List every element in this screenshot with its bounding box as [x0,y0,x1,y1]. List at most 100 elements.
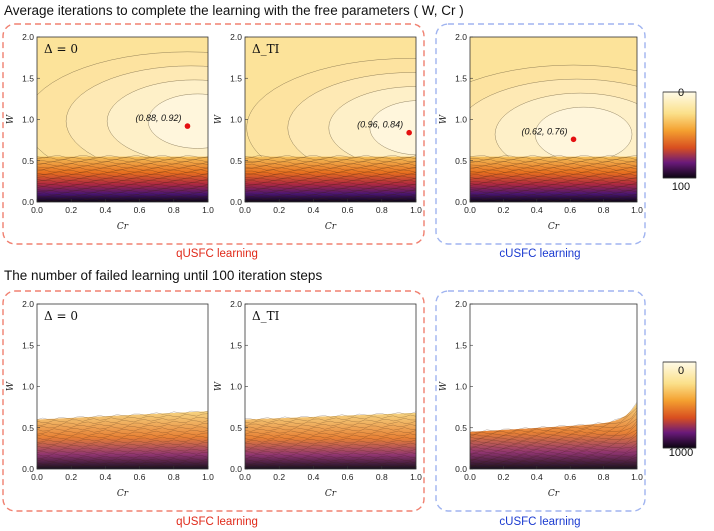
optimum-marker [406,129,412,136]
contour-line [470,169,637,173]
y-tick-label: 1.5 [22,73,34,83]
plot-area [37,37,208,202]
y-tick-label: 0.0 [22,464,34,474]
x-tick-label: 0.0 [31,205,43,215]
y-tick-label: 0.0 [22,197,34,207]
x-axis-label: Cr [548,489,560,499]
colorbar-top-gradient [662,91,697,179]
c-group-label-bottom: cUSFC learning [499,516,580,528]
colorbar-top: 0 100 [662,87,697,193]
x-tick-label: 1.0 [410,472,422,482]
x-tick-label: 0.6 [342,472,354,482]
y-tick-label: 0.5 [455,423,467,433]
x-tick-label: 0.0 [464,205,476,215]
plot-area [37,304,208,469]
colorbar-bottom-gradient [662,361,697,449]
y-tick-label: 0.5 [22,156,34,166]
contour-line [245,414,416,424]
optimum-label: (0.96, 0.84) [357,120,403,130]
contour-line [245,427,416,435]
x-tick-label: 0.2 [65,205,77,215]
contour-line [37,169,208,173]
contour-line [470,453,637,462]
x-tick-label: 1.0 [631,205,643,215]
top-title: Average iterations to complete the learn… [4,3,464,18]
y-tick-label: 1.0 [455,382,467,392]
y-tick-label: 0.0 [455,197,467,207]
q-group-label-bottom: qUSFC learning [176,516,258,528]
x-tick-label: 1.0 [410,205,422,215]
contour-line [470,461,637,466]
contour-line [37,439,208,445]
contour-line [245,163,416,167]
contour-line [37,192,208,196]
bottom-title: The number of failed learning until 100 … [4,268,322,283]
x-tick-label: 0.4 [531,472,543,482]
x-tick-label: 0.2 [497,205,509,215]
contour-line [470,410,637,437]
y-tick-label: 1.5 [230,73,242,83]
x-tick-label: 0.6 [564,472,576,482]
contour-line [37,448,208,454]
contour-line [37,420,208,429]
c-group-label-top: cUSFC learning [499,248,580,260]
y-tick-label: 0.5 [230,156,242,166]
contour-line [37,445,208,451]
contour-line [37,165,208,169]
x-tick-label: 0.4 [99,205,111,215]
contour-line [245,190,416,194]
contour-line [470,420,637,443]
contour-line [470,194,637,198]
contour-line [470,157,637,161]
x-tick-label: 0.2 [65,472,77,482]
plot-area [245,37,416,202]
contour-line [470,167,637,171]
contour-line [245,446,416,452]
x-tick-label: 0.8 [598,472,610,482]
contour-line [245,439,416,446]
contour-line [470,198,637,202]
contour-line [470,183,637,188]
contour-line [245,159,416,163]
x-axis-label: Cr [325,489,337,499]
contour-line [37,177,208,181]
y-tick-label: 2.0 [230,32,242,42]
contour-line [245,198,416,202]
contour-line [37,190,208,194]
y-tick-label: 0.5 [230,423,242,433]
y-axis-label: W [439,114,449,124]
panel-label: Δ = 0 [44,309,78,323]
contour-line [245,411,416,421]
colorbar-bottom-min-label: 1000 [669,447,693,459]
contour-line [37,163,208,167]
y-axis-label: W [214,381,224,391]
contour-line [245,442,416,449]
heatmap-panel-5: 0.0 0.2 0.4 0.6 0.8 1.0 0.0 0.5 1.0 1.5 2.0 Cr W Δ_TI [214,299,422,499]
contour-line [37,426,208,435]
contour-line [37,194,208,198]
q-group-border-top [2,23,425,245]
contour-line [37,429,208,437]
x-tick-label: 0.8 [168,472,180,482]
contour-line [245,171,416,175]
contour-line [37,442,208,448]
y-axis-label: W [6,114,16,124]
contour-line [245,455,416,460]
x-tick-label: 0.8 [168,205,180,215]
contour-line [470,418,637,442]
contour-line [37,179,208,183]
y-tick-label: 1.0 [455,115,467,125]
colorbar-top-min-label: 100 [672,181,690,193]
contour-line [37,417,208,427]
x-tick-label: 0.0 [464,472,476,482]
y-tick-label: 2.0 [230,299,242,309]
panel-label: Δ_TI [252,42,280,56]
y-tick-label: 1.0 [22,115,34,125]
contour-line [245,192,416,196]
x-axis-label: Cr [325,222,337,232]
contour-line [470,190,637,194]
contour-line [37,461,208,465]
y-tick-label: 1.5 [230,340,242,350]
plot-area [470,304,637,469]
contour-line [470,179,637,183]
